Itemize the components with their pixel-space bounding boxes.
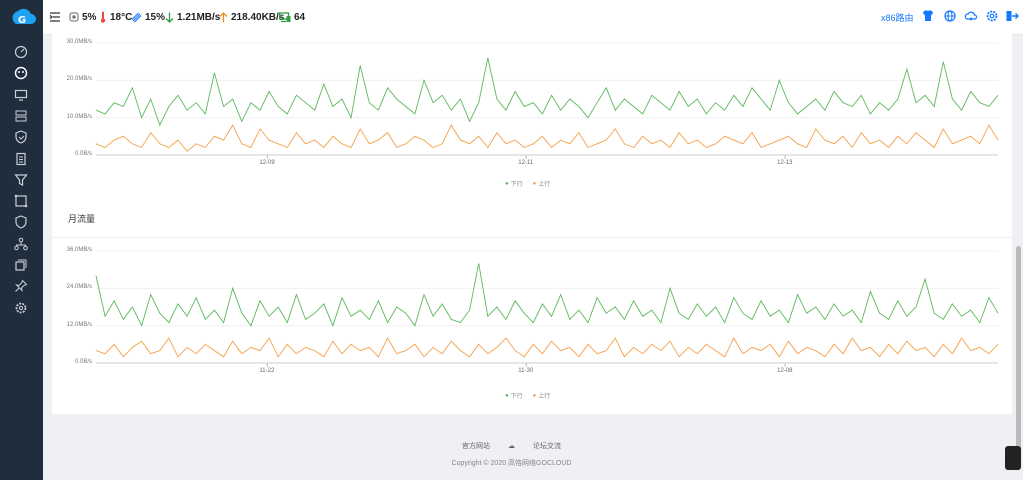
- security-icon: [15, 130, 27, 144]
- language-globe-icon[interactable]: [943, 8, 957, 24]
- status-icon: [14, 67, 28, 80]
- x-tick-label: 12-13: [777, 160, 793, 166]
- legend-download[interactable]: ● 下行: [505, 179, 523, 189]
- daily-traffic-chart: [95, 42, 999, 159]
- x-tick-label: 12-08: [777, 368, 793, 374]
- download-series-line: [95, 263, 999, 327]
- sidebar-item-filter[interactable]: [0, 171, 43, 189]
- connected-devices: 64: [279, 10, 305, 24]
- legend-download-label-monthly: 下行: [510, 394, 523, 400]
- logout-icon[interactable]: [1005, 8, 1019, 24]
- cpu-value: 5%: [82, 11, 97, 23]
- copyright: Copyright © 2020 高恪网络GOCLOUD: [451, 460, 572, 467]
- official-site-link[interactable]: 官方网站: [462, 443, 491, 450]
- upload-series-line: [95, 337, 999, 358]
- monitor-icon: [14, 89, 28, 101]
- sidebar-item-network[interactable]: [0, 107, 43, 125]
- router-name[interactable]: x86路由: [881, 13, 914, 23]
- arrow-up-icon: [219, 11, 228, 22]
- download-value: 1.21MB/s: [177, 11, 221, 23]
- thermometer-icon: [100, 11, 106, 23]
- sidebar-item-storage[interactable]: [0, 256, 43, 274]
- y-tick-label: 10.0MB/s: [66, 113, 92, 120]
- legend-download-marker-monthly: ●: [505, 392, 509, 399]
- logo-icon[interactable]: G: [8, 4, 36, 32]
- memory-usage: 15%: [131, 10, 165, 24]
- memory-icon: [131, 12, 142, 22]
- scrollbar[interactable]: [1016, 246, 1021, 456]
- dashboard-icon: [14, 45, 28, 59]
- footer-links: 官方网站 ☁ 论坛交流: [0, 441, 1023, 451]
- arrow-down-icon: [165, 12, 174, 23]
- y-tick-label: 12.0MB/s: [66, 321, 92, 328]
- devices-icon: [279, 11, 291, 22]
- sidebar-item-topology[interactable]: [0, 235, 43, 253]
- download-series-line: [95, 57, 999, 127]
- temperature: 18°C: [99, 10, 132, 24]
- forum-link[interactable]: 论坛交流: [532, 443, 561, 450]
- sidebar-item-pin[interactable]: [0, 277, 43, 295]
- section-title: 月流量: [68, 214, 96, 224]
- sidebar-item-status[interactable]: [0, 64, 43, 82]
- x-tick-label: 12-09: [259, 160, 275, 166]
- sidebar-item-security[interactable]: [0, 128, 43, 146]
- chart-legend-monthly: ● 下行 ● 上行: [505, 391, 551, 401]
- upload-value: 218.40KB/s: [231, 11, 285, 23]
- sidebar-item-dashboard[interactable]: [0, 43, 43, 61]
- y-tick-label: 36.0MB/s: [66, 247, 92, 253]
- cloud-icon[interactable]: [964, 8, 978, 24]
- sidebar-item-monitor[interactable]: [0, 86, 43, 104]
- y-tick-label: 0.0B/s: [74, 359, 92, 365]
- cloud-icon-footer: ☁: [508, 443, 515, 450]
- side-panel-toggle[interactable]: [1005, 446, 1021, 470]
- x-tick-label: 11-22: [259, 368, 275, 374]
- filter-icon: [14, 174, 28, 186]
- nat-icon: [14, 194, 28, 208]
- legend-upload-monthly[interactable]: ● 上行: [532, 391, 551, 401]
- traffic-card: 30.0MB/s 20.0MB/s 10.0MB/s 0.0B/s 12-09 12-11…: [52, 34, 1012, 414]
- y-tick-label: 0.0B/s: [74, 151, 92, 157]
- memory-value: 15%: [145, 11, 166, 23]
- sidebar: G: [0, 0, 43, 480]
- legend-upload-label-monthly: 上行: [538, 394, 551, 400]
- chart-legend: ● 下行 ● 上行: [505, 179, 551, 189]
- devices-value: 64: [294, 11, 306, 23]
- upload-speed: 218.40KB/s: [219, 10, 284, 24]
- y-tick-label: 30.0MB/s: [66, 39, 92, 45]
- settings-gear-icon[interactable]: [985, 8, 999, 24]
- menu-toggle-icon[interactable]: [49, 11, 61, 23]
- legend-upload[interactable]: ● 上行: [532, 179, 551, 189]
- theme-shirt-icon[interactable]: [922, 8, 934, 24]
- sidebar-item-settings[interactable]: [0, 299, 43, 317]
- x-tick-label: 12-11: [518, 160, 534, 166]
- sidebar-item-shield[interactable]: [0, 213, 43, 231]
- legend-download-monthly[interactable]: ● 下行: [505, 391, 523, 401]
- list-icon: [16, 152, 26, 165]
- section-divider: [52, 237, 1012, 238]
- monthly-traffic-chart: [95, 250, 999, 367]
- sidebar-item-list[interactable]: [0, 150, 43, 168]
- top-bar: 5% 18°C 15% 1.21MB/s 218.40KB/s 64 x86路由: [43, 0, 1023, 35]
- pin-icon: [14, 279, 28, 293]
- network-icon: [15, 110, 27, 122]
- y-tick-label: 24.0MB/s: [66, 284, 92, 291]
- storage-icon: [15, 259, 27, 271]
- cpu-usage: 5%: [69, 10, 96, 24]
- upload-series-line: [95, 124, 999, 152]
- svg-text:G: G: [18, 15, 26, 26]
- settings-icon: [15, 302, 27, 313]
- legend-upload-label: 上行: [538, 182, 551, 188]
- cpu-icon: [69, 12, 79, 22]
- topology-icon: [14, 237, 28, 250]
- legend-download-label: 下行: [510, 182, 523, 188]
- download-speed: 1.21MB/s: [165, 10, 220, 24]
- temperature-value: 18°C: [110, 11, 133, 23]
- sidebar-item-nat[interactable]: [0, 192, 43, 210]
- x-tick-label: 11-30: [518, 368, 534, 374]
- legend-download-marker: ●: [505, 180, 509, 187]
- legend-upload-marker: ●: [532, 180, 537, 187]
- shield-icon: [15, 215, 27, 230]
- legend-upload-marker-monthly: ●: [532, 392, 537, 399]
- y-tick-label: 20.0MB/s: [66, 76, 92, 83]
